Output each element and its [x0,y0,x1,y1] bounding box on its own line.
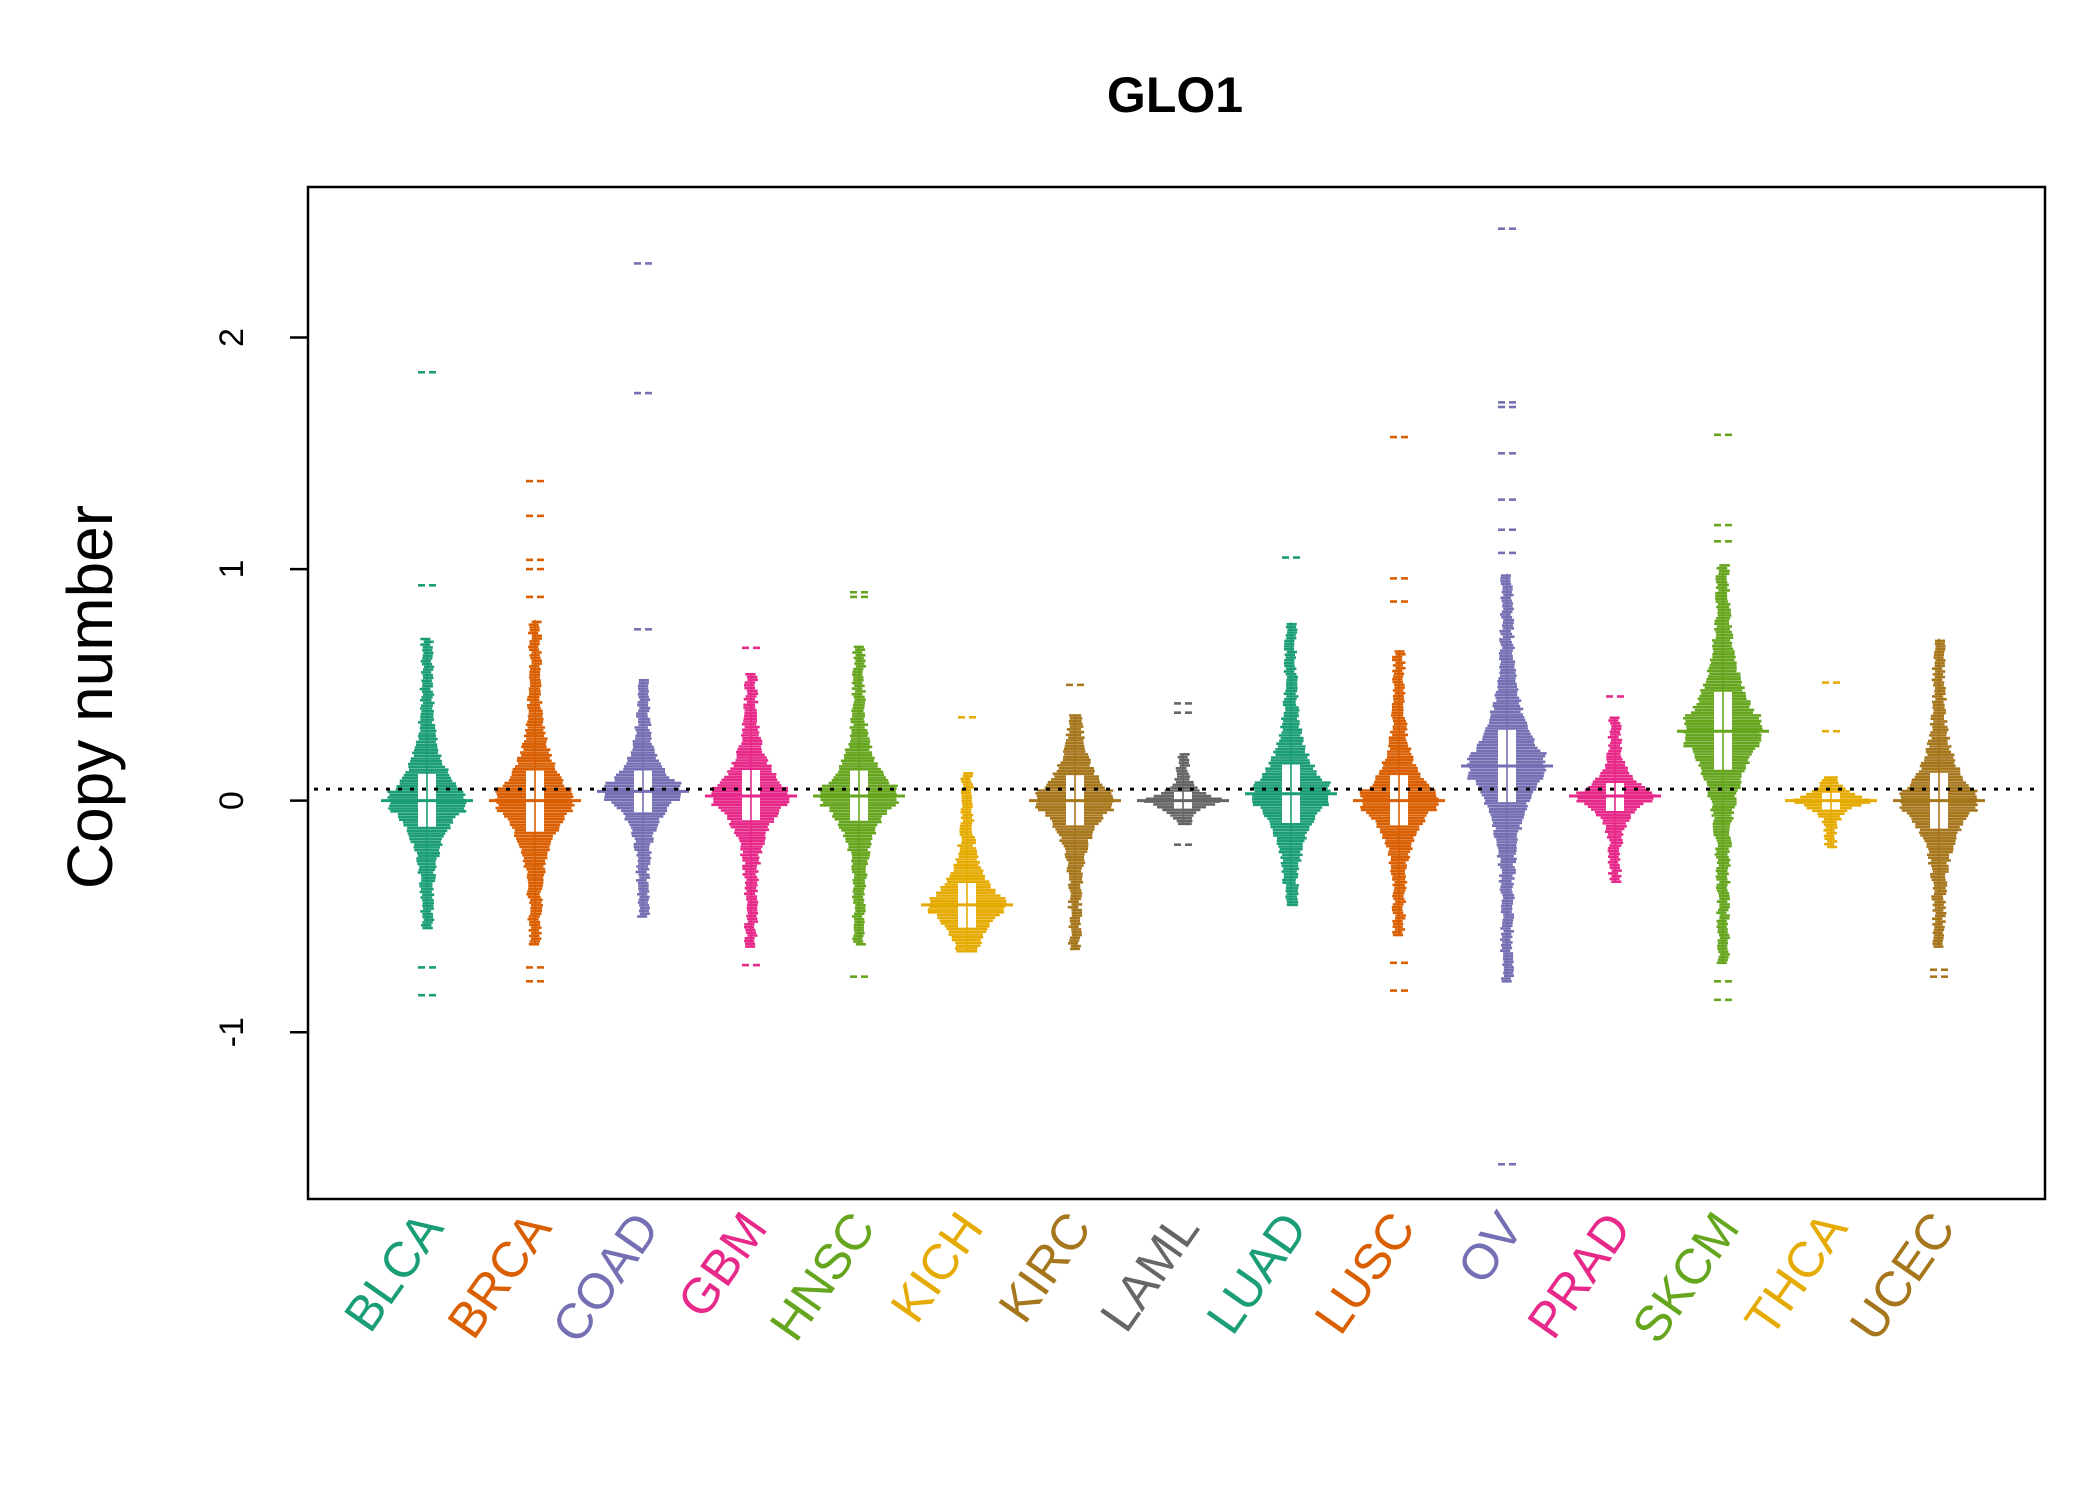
x-tick-label-thca: THCA [1734,1202,1858,1346]
swarms-layer [381,227,1985,1166]
x-tick-label-blca: BLCA [333,1202,454,1342]
swarm-luad [1245,556,1337,907]
swarm-kirc [1029,683,1121,951]
swarm-hnsc [813,590,905,978]
x-tick-label-hnsc: HNSC [759,1202,886,1350]
swarm-gbm [705,646,797,967]
swarm-coad [597,262,689,918]
x-tick-label-ucec: UCEC [1839,1202,1966,1350]
y-tick-label: 1 [213,560,251,579]
x-tick-label-kich: KICH [880,1202,994,1332]
x-tick-label-lusc: LUSC [1304,1202,1426,1343]
x-tick-label-ov: OV [1447,1202,1535,1294]
swarm-lusc [1353,435,1445,992]
swarm-brca [489,479,581,983]
x-tick-label-gbm: GBM [667,1202,778,1327]
x-tick-label-luad: LUAD [1196,1202,1318,1343]
y-tick-label: -1 [213,1017,251,1047]
swarm-ov [1461,227,1553,1166]
swarm-thca [1785,681,1877,849]
x-tick-label-skcm: SKCM [1621,1202,1750,1352]
swarm-kich [921,716,1013,953]
swarm-skcm [1677,433,1769,1002]
swarm-blca [381,370,473,997]
x-tick-label-prad: PRAD [1516,1202,1642,1348]
y-tick-label: 0 [213,791,251,810]
chart-title: GLO1 [1107,67,1243,123]
swarm-prad [1569,695,1661,884]
x-tick-label-kirc: KIRC [988,1202,1102,1332]
x-tick-label-coad: COAD [541,1202,670,1352]
y-tick-label: 2 [213,328,251,347]
x-tick-label-brca: BRCA [436,1202,562,1348]
y-axis-label: Copy number [54,505,126,889]
swarm-ucec [1893,638,1985,978]
y-axis: -1 0 1 2 [213,328,308,1047]
swarm-laml [1137,702,1229,846]
x-tick-label-laml: LAML [1089,1202,1210,1341]
plot-frame [306,185,2047,1201]
